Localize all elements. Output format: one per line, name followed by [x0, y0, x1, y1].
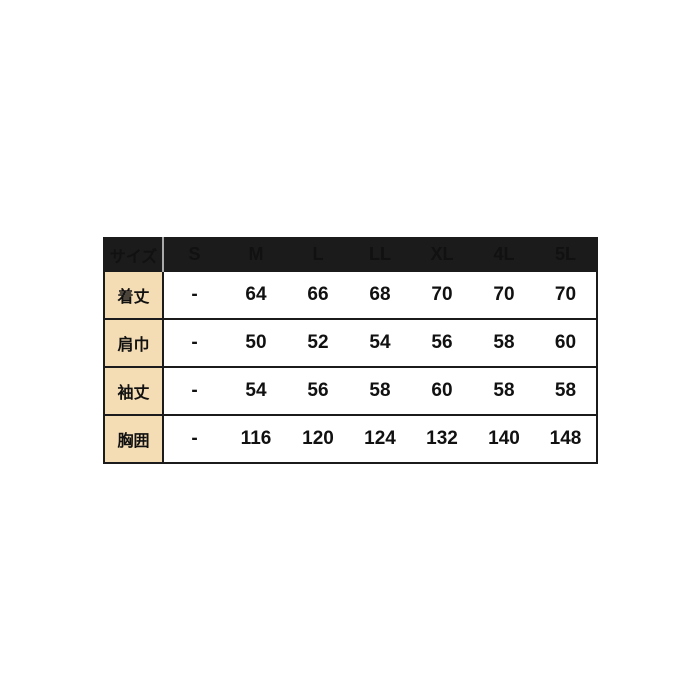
- data-cell: 124: [349, 414, 411, 464]
- data-cell: 56: [287, 366, 349, 416]
- data-cell: -: [163, 318, 225, 368]
- data-cell: 58: [535, 366, 597, 416]
- size-header-cell: サイズ: [104, 238, 164, 271]
- row-label: 着丈: [103, 270, 164, 320]
- column-header-l: L: [287, 238, 349, 271]
- data-cell: 116: [225, 414, 287, 464]
- data-cell: 68: [349, 270, 411, 320]
- data-cell: 58: [473, 366, 535, 416]
- data-cell: 50: [225, 318, 287, 368]
- table-row-chest: 胸囲 - 116 120 124 132 140 148: [103, 414, 597, 464]
- data-cell: 64: [225, 270, 287, 320]
- row-label: 袖丈: [103, 366, 164, 416]
- column-header-s: S: [163, 238, 225, 271]
- data-cell: 58: [473, 318, 535, 368]
- table-header-row: サイズ S M L LL XL 4L 5L: [104, 238, 597, 271]
- data-cell: 120: [287, 414, 349, 464]
- table-row-body-length: 着丈 - 64 66 68 70 70 70: [103, 270, 597, 320]
- data-cell: -: [163, 366, 225, 416]
- data-cell: 70: [473, 270, 535, 320]
- data-cell: 70: [411, 270, 473, 320]
- column-header-4l: 4L: [473, 238, 535, 271]
- data-cell: 58: [349, 366, 411, 416]
- data-cell: 66: [287, 270, 349, 320]
- table-body: 着丈 - 64 66 68 70 70 70 肩巾 - 50 52 54 56 …: [103, 270, 597, 464]
- column-header-xl: XL: [411, 238, 473, 271]
- data-cell: 60: [411, 366, 473, 416]
- data-cell: 54: [225, 366, 287, 416]
- data-cell: 56: [411, 318, 473, 368]
- table-row-shoulder-width: 肩巾 - 50 52 54 56 58 60: [103, 318, 597, 368]
- column-header-5l: 5L: [535, 238, 597, 271]
- data-cell: 52: [287, 318, 349, 368]
- row-label: 胸囲: [103, 414, 164, 464]
- size-chart-table: サイズ S M L LL XL 4L 5L 着丈 - 64 66 68 70 7…: [103, 237, 598, 464]
- data-cell: 148: [535, 414, 597, 464]
- data-cell: 140: [473, 414, 535, 464]
- data-cell: -: [163, 270, 225, 320]
- table-row-sleeve-length: 袖丈 - 54 56 58 60 58 58: [103, 366, 597, 416]
- table-header: サイズ S M L LL XL 4L 5L: [104, 238, 597, 271]
- data-cell: 60: [535, 318, 597, 368]
- column-header-m: M: [225, 238, 287, 271]
- data-cell: 54: [349, 318, 411, 368]
- data-cell: -: [163, 414, 225, 464]
- row-label: 肩巾: [103, 318, 164, 368]
- data-cell: 70: [535, 270, 597, 320]
- data-cell: 132: [411, 414, 473, 464]
- column-header-ll: LL: [349, 238, 411, 271]
